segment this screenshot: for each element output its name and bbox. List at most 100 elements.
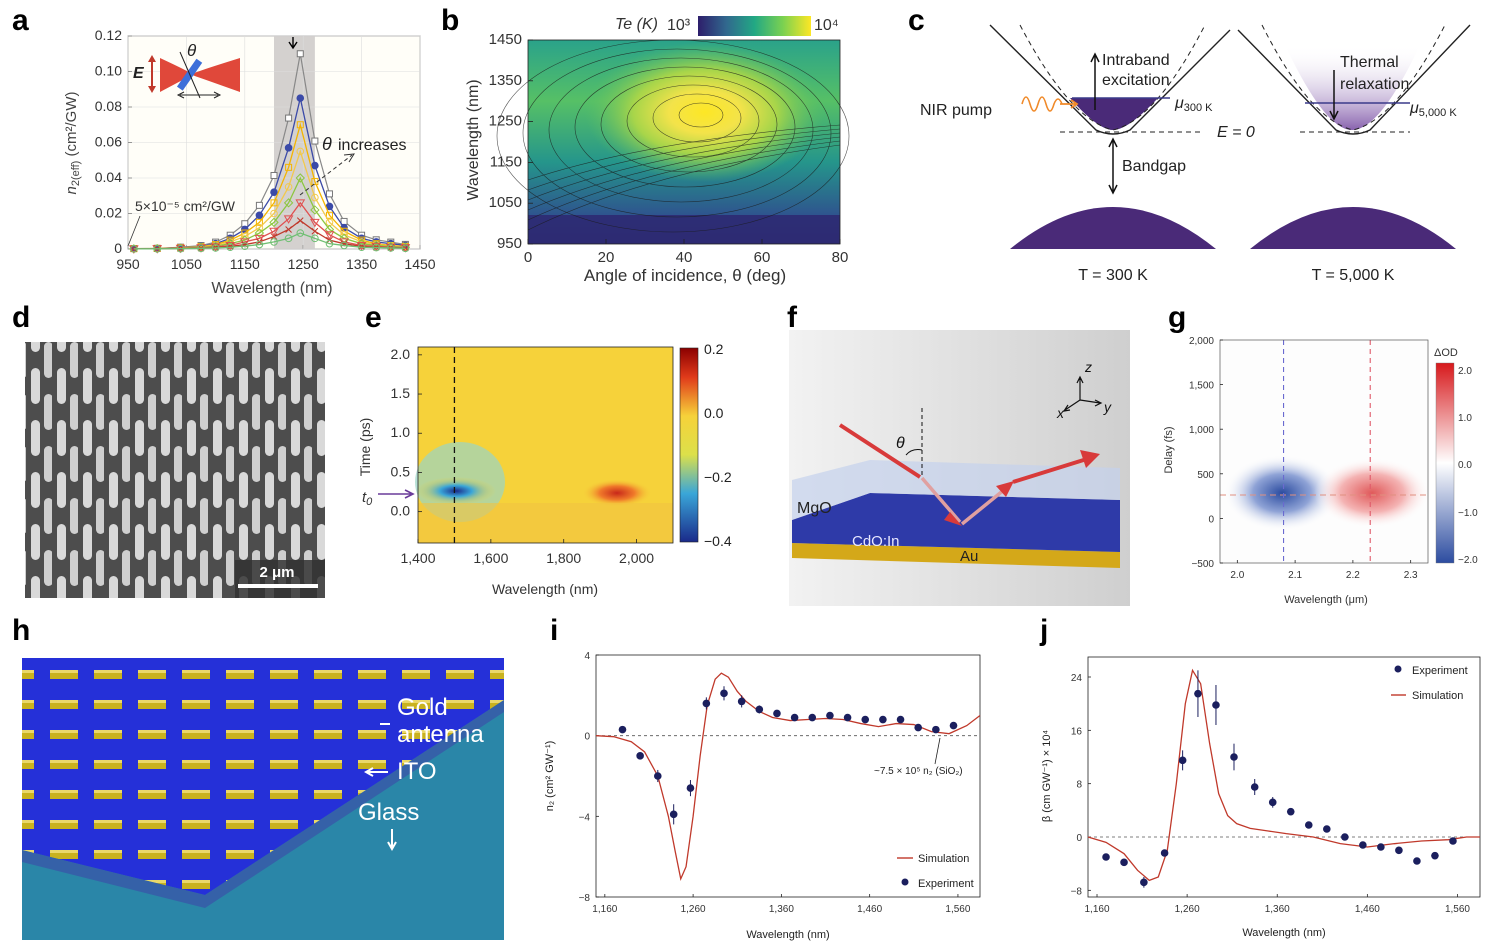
panel-e-red-blob [582, 479, 652, 507]
x-tick-label: 1,160 [1084, 904, 1109, 915]
panel-d-scale-box [235, 560, 325, 598]
panel-i-annot: ~7.5 × 10⁵ n₂ (SiO₂) [874, 766, 963, 777]
panel-c-mu1-symbol: μ [1174, 95, 1184, 112]
panel-i-frame [595, 654, 981, 898]
series-point-0 [255, 211, 264, 220]
experiment-point [1250, 783, 1259, 791]
experiment-point [1140, 878, 1148, 887]
y-tick-label: 500 [1197, 470, 1214, 481]
contour-line [600, 75, 778, 173]
panel-c-t2: T = 5,000 K [1312, 267, 1395, 284]
panel-c-mu2-symbol: μ [1409, 100, 1419, 117]
series-point-5 [296, 217, 304, 224]
experiment-point [1102, 853, 1110, 861]
series-point-3 [295, 173, 305, 183]
experiment-point [808, 713, 817, 722]
y-tick-label: 1250 [489, 113, 522, 130]
panel-c-filled-states-left [1070, 98, 1158, 130]
series-point-1 [325, 211, 333, 219]
panel-f-reflected-head [996, 481, 1014, 497]
experiment-point [1359, 841, 1367, 849]
panel-c-valence-band-left [1010, 207, 1216, 249]
panel-h-antenna: antenna [397, 721, 484, 748]
series-point-6 [340, 241, 348, 250]
panel-f-cdo: CdO:In [852, 533, 900, 550]
experiment-point [914, 723, 923, 732]
panel-e-frame [417, 346, 674, 544]
y-tick-label: 0.06 [95, 134, 122, 150]
experiment-point [896, 715, 905, 724]
series-point-0 [296, 94, 305, 102]
y-tick-label: 0 [584, 732, 590, 743]
panel-g-cbar-tick-0: 2.0 [1458, 366, 1472, 377]
panel-e: 1,400 1,600 1,800 2,000 0.0 0.5 1.0 1.5 2.0 0.2 … [357, 341, 732, 597]
panel-c: Intraband excitation Thermal relaxation … [920, 24, 1471, 284]
panel-a-xlabel: Wavelength (nm) [211, 280, 332, 297]
panel-b-xlabel: Angle of incidence, θ (deg) [584, 266, 786, 285]
panel-f-outgoing-head [1080, 450, 1100, 468]
y-tick-label: 1050 [489, 194, 522, 211]
series-point-0 [284, 144, 293, 152]
panel-c-relaxation: relaxation [1340, 76, 1409, 93]
y-tick-label: −500 [1191, 559, 1214, 570]
panel-a-floor-pointer [127, 215, 141, 247]
panel-j-axes: 1,160 1,260 1,360 1,460 1,560 −8 0 8 16 24 [1071, 673, 1471, 915]
panel-f: MgO CdO:In Au θ z y x [789, 330, 1130, 606]
panel-label-b: b [441, 4, 459, 37]
series-point-6 [311, 234, 319, 243]
y-tick-label: 0.04 [95, 169, 122, 185]
panel-i-legend-exp-dot [901, 878, 909, 886]
panel-h: Gold antenna ITO Glass [22, 658, 504, 940]
series-point-6 [197, 244, 205, 253]
panel-f-axes-icon [1062, 375, 1103, 412]
panel-j-legend-exp-dot [1394, 665, 1402, 673]
y-tick-label: 1,000 [1189, 425, 1214, 436]
panel-e-blue-blob [416, 477, 496, 505]
experiment-point [790, 713, 799, 722]
panel-a: 950 1050 1150 1250 1350 1450 0 0.02 0.04 0.06 0.08… [63, 27, 436, 297]
panel-c-pump-wave [1021, 96, 1063, 112]
panel-c-thermal: Thermal [1340, 54, 1399, 71]
panel-h-ito-surface [22, 658, 504, 895]
x-tick-label: 80 [832, 249, 849, 266]
y-tick-label: 0.5 [391, 463, 411, 479]
panel-f-axis-x: x [1056, 405, 1065, 421]
panel-c-excitation: excitation [1102, 72, 1170, 89]
panel-h-ito-edge [22, 700, 504, 908]
panel-c-t1: T = 300 K [1078, 267, 1148, 284]
panel-i-legend-sim: Simulation [918, 853, 969, 865]
panel-a-series [128, 50, 411, 254]
y-tick-label: 0.08 [95, 98, 122, 114]
panel-j-legend-sim: Simulation [1412, 690, 1463, 702]
panel-j-legend-exp: Experiment [1412, 665, 1468, 677]
panel-a-inset: E θ [133, 41, 240, 99]
panel-c-mu2-sub: 5,000 K [1419, 107, 1458, 119]
panel-c-cone-left [989, 24, 1231, 135]
panel-h-ito: ITO [397, 758, 437, 785]
panel-j-ylabel: β (cm GW⁻¹) × 10⁴ [1041, 730, 1053, 823]
panel-e-t0-sub: 0 [366, 496, 373, 508]
series-point-6 [211, 244, 220, 252]
panel-label-a: a [12, 4, 29, 37]
experiment-point [1194, 689, 1202, 698]
y-tick-label: −8 [1071, 886, 1083, 897]
contour-line [652, 93, 742, 143]
series-point-6 [401, 244, 410, 253]
experiment-point [1268, 798, 1277, 807]
series-point-4 [310, 218, 320, 228]
panel-f-outgoing-beam [1012, 456, 1091, 484]
series-point-2 [311, 193, 319, 202]
series-point-3 [324, 224, 335, 235]
panel-e-cbar-tick-3: −0.4 [704, 533, 732, 549]
experiment-point [1286, 807, 1295, 816]
panel-a-peak-arrow [288, 37, 298, 50]
contour-line [527, 144, 841, 231]
x-tick-label: 1450 [404, 256, 435, 272]
panel-b-axes: 0 20 40 60 80 950 1050 1150 1250 1350 1450 [489, 31, 849, 266]
panel-c-intraband: Intraband [1102, 52, 1170, 69]
x-tick-label: 40 [676, 249, 693, 266]
contour-line [527, 136, 841, 211]
series-point-2 [255, 223, 264, 232]
panel-label-f: f [787, 301, 798, 334]
